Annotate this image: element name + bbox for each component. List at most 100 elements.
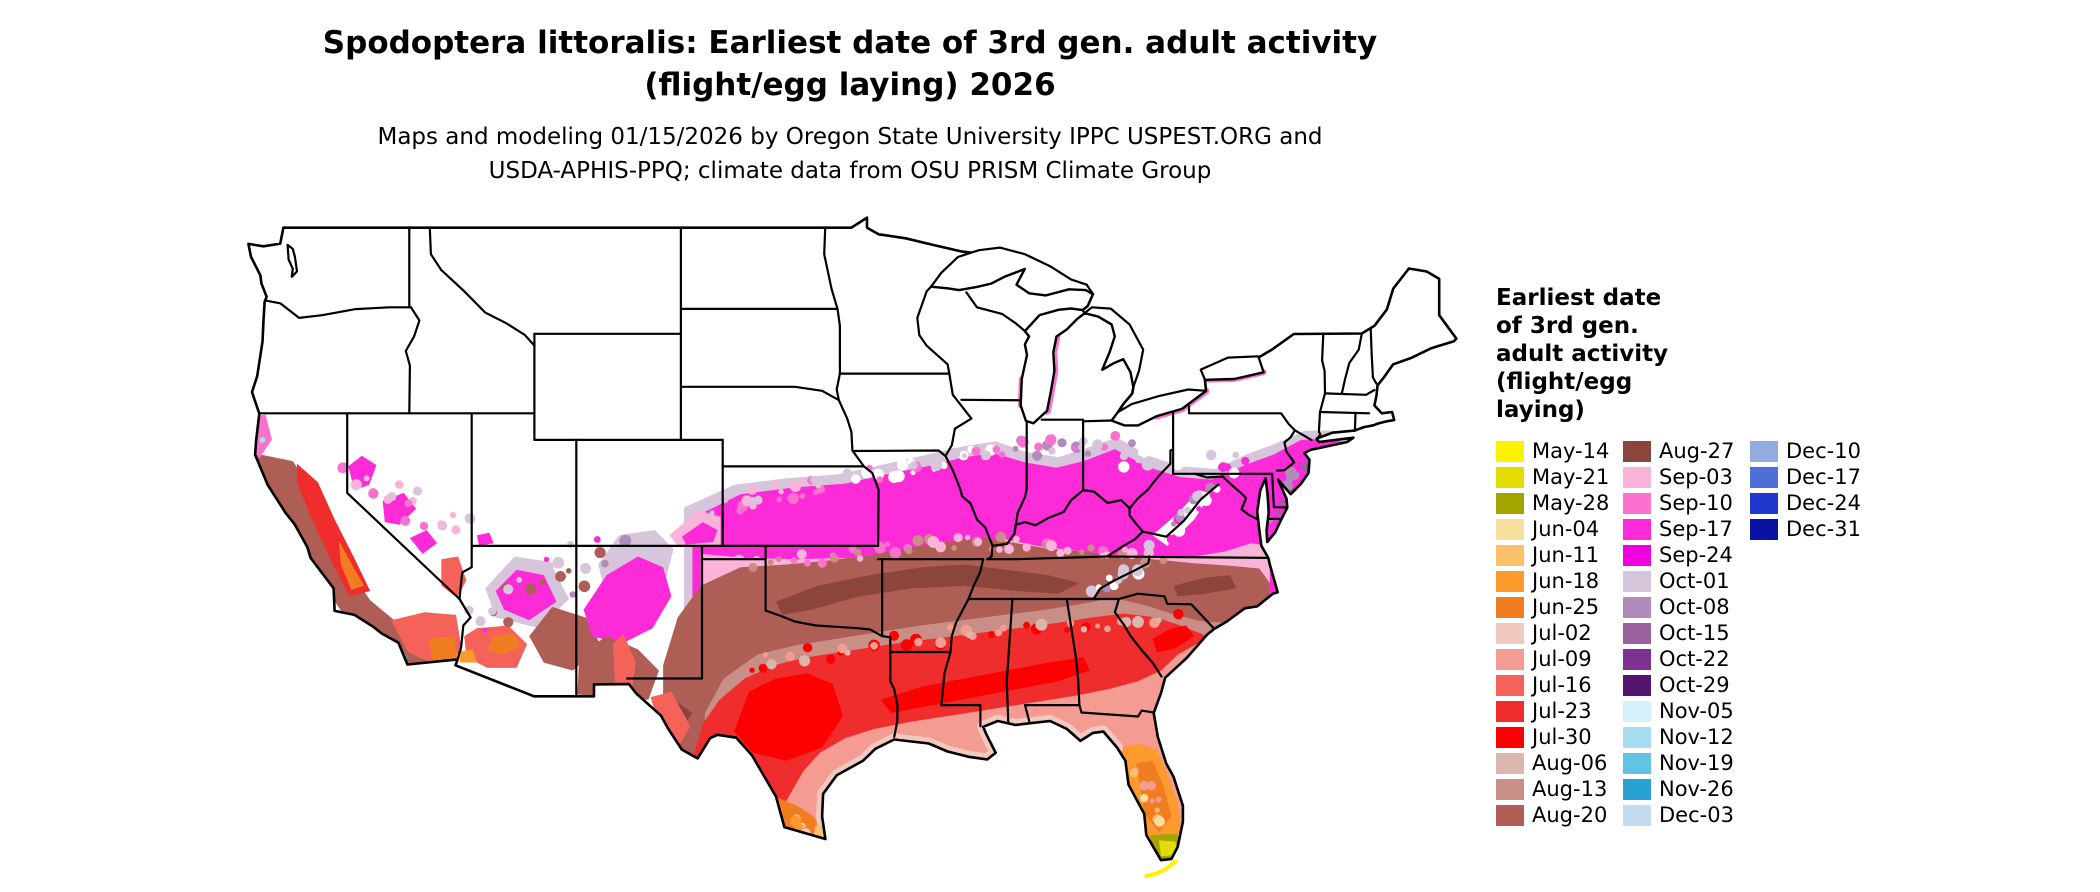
legend-swatch bbox=[1623, 466, 1651, 488]
legend-entry: Aug-06 bbox=[1496, 750, 1623, 776]
legend-date-label: Nov-19 bbox=[1659, 751, 1734, 775]
legend-entry: Oct-22 bbox=[1623, 646, 1750, 672]
legend-swatch bbox=[1623, 622, 1651, 644]
legend-entry: Jun-11 bbox=[1496, 542, 1623, 568]
legend-swatch bbox=[1623, 726, 1651, 748]
legend-entry: Jul-23 bbox=[1496, 698, 1623, 724]
legend-column-1: May-14 May-21 May-28 Jun-04 Jun-11 Jun-18 Jun-… bbox=[1496, 438, 1623, 828]
legend-swatch bbox=[1623, 518, 1651, 540]
legend-swatch bbox=[1496, 804, 1524, 826]
legend-date-label: Jul-23 bbox=[1532, 699, 1592, 723]
page-subtitle-line2: USDA-APHIS-PPQ; climate data from OSU PR… bbox=[488, 158, 1212, 184]
legend-entry: Dec-17 bbox=[1750, 464, 1877, 490]
legend-date-label: Aug-20 bbox=[1532, 803, 1608, 827]
legend-entry: Jul-30 bbox=[1496, 724, 1623, 750]
legend-title-line: (flight/egg bbox=[1496, 369, 1633, 395]
legend-swatch bbox=[1623, 544, 1651, 566]
legend-swatch bbox=[1750, 466, 1778, 488]
legend-swatch bbox=[1496, 596, 1524, 618]
legend-date-label: Sep-03 bbox=[1659, 465, 1733, 489]
legend-swatch bbox=[1496, 440, 1524, 462]
legend-entry: Jul-09 bbox=[1496, 646, 1623, 672]
legend-entry: Jun-04 bbox=[1496, 516, 1623, 542]
legend-date-label: Jun-04 bbox=[1532, 517, 1600, 541]
legend-swatch bbox=[1623, 674, 1651, 696]
legend-entry: Dec-03 bbox=[1623, 802, 1750, 828]
legend-entry: Nov-26 bbox=[1623, 776, 1750, 802]
legend-column-3: Dec-10 Dec-17 Dec-24 Dec-31 bbox=[1750, 438, 1877, 542]
great-lakes bbox=[286, 243, 1265, 427]
legend-swatch bbox=[1750, 518, 1778, 540]
legend-date-label: Dec-10 bbox=[1786, 439, 1861, 463]
legend-swatch bbox=[1496, 622, 1524, 644]
page-subtitle-line1: Maps and modeling 01/15/2026 by Oregon S… bbox=[377, 124, 1323, 150]
legend-date-label: Dec-17 bbox=[1786, 465, 1861, 489]
legend-date-label: Sep-10 bbox=[1659, 491, 1733, 515]
legend-swatch bbox=[1623, 492, 1651, 514]
legend-swatch bbox=[1750, 440, 1778, 462]
legend-entry: Oct-01 bbox=[1623, 568, 1750, 594]
legend-date-label: Jul-09 bbox=[1532, 647, 1592, 671]
legend-date-label: Jul-02 bbox=[1532, 621, 1592, 645]
legend-entry: May-14 bbox=[1496, 438, 1623, 464]
legend-entry: May-28 bbox=[1496, 490, 1623, 516]
florida-keys bbox=[1144, 859, 1178, 879]
legend-entry: Jun-18 bbox=[1496, 568, 1623, 594]
legend-swatch bbox=[1496, 674, 1524, 696]
page-title: Spodoptera littoralis: Earliest date of … bbox=[250, 22, 1450, 106]
legend-swatch bbox=[1623, 648, 1651, 670]
legend-swatch bbox=[1750, 492, 1778, 514]
legend-entry: Jul-02 bbox=[1496, 620, 1623, 646]
legend-date-label: Oct-29 bbox=[1659, 673, 1730, 697]
legend-swatch bbox=[1496, 726, 1524, 748]
legend-title-line: of 3rd gen. bbox=[1496, 313, 1639, 339]
legend-date-label: Oct-08 bbox=[1659, 595, 1730, 619]
legend-columns: May-14 May-21 May-28 Jun-04 Jun-11 Jun-18 Jun-… bbox=[1496, 438, 2076, 828]
legend-entry: Aug-20 bbox=[1496, 802, 1623, 828]
legend-title: Earliest date of 3rd gen. adult activity… bbox=[1496, 284, 2076, 424]
legend-entry: Jul-16 bbox=[1496, 672, 1623, 698]
legend-date-label: Aug-06 bbox=[1532, 751, 1608, 775]
legend-date-label: Oct-22 bbox=[1659, 647, 1730, 671]
legend: Earliest date of 3rd gen. adult activity… bbox=[1496, 284, 2076, 828]
legend-date-label: May-14 bbox=[1532, 439, 1610, 463]
legend-swatch bbox=[1496, 778, 1524, 800]
legend-swatch bbox=[1623, 804, 1651, 826]
legend-swatch bbox=[1496, 492, 1524, 514]
legend-entry: Jun-25 bbox=[1496, 594, 1623, 620]
legend-swatch bbox=[1623, 570, 1651, 592]
legend-swatch bbox=[1496, 544, 1524, 566]
legend-entry: May-21 bbox=[1496, 464, 1623, 490]
page-title-line2: (flight/egg laying) 2026 bbox=[644, 67, 1056, 103]
legend-swatch bbox=[1496, 752, 1524, 774]
legend-title-line: Earliest date bbox=[1496, 285, 1662, 311]
page-title-line1: Spodoptera littoralis: Earliest date of … bbox=[322, 25, 1378, 61]
legend-column-2: Aug-27 Sep-03 Sep-10 Sep-17 Sep-24 Oct-01 Oct-… bbox=[1623, 438, 1750, 828]
legend-entry: Dec-24 bbox=[1750, 490, 1877, 516]
legend-date-label: Dec-03 bbox=[1659, 803, 1734, 827]
legend-date-label: Sep-24 bbox=[1659, 543, 1733, 567]
legend-entry: Sep-24 bbox=[1623, 542, 1750, 568]
legend-date-label: Jul-16 bbox=[1532, 673, 1592, 697]
legend-date-label: Nov-26 bbox=[1659, 777, 1734, 801]
legend-entry: Sep-17 bbox=[1623, 516, 1750, 542]
legend-title-line: laying) bbox=[1496, 397, 1585, 423]
legend-entry: Nov-12 bbox=[1623, 724, 1750, 750]
legend-date-label: Nov-05 bbox=[1659, 699, 1734, 723]
legend-entry: Sep-03 bbox=[1623, 464, 1750, 490]
legend-date-label: Jun-18 bbox=[1532, 569, 1600, 593]
legend-swatch bbox=[1496, 518, 1524, 540]
legend-entry: Aug-27 bbox=[1623, 438, 1750, 464]
legend-date-label: Dec-31 bbox=[1786, 517, 1861, 541]
legend-date-label: Jul-30 bbox=[1532, 725, 1592, 749]
legend-date-label: Aug-27 bbox=[1659, 439, 1735, 463]
legend-date-label: Dec-24 bbox=[1786, 491, 1861, 515]
legend-entry: Aug-13 bbox=[1496, 776, 1623, 802]
legend-swatch bbox=[1496, 700, 1524, 722]
legend-swatch bbox=[1496, 570, 1524, 592]
legend-swatch bbox=[1623, 778, 1651, 800]
legend-date-label: May-28 bbox=[1532, 491, 1610, 515]
legend-title-line: adult activity bbox=[1496, 341, 1669, 367]
